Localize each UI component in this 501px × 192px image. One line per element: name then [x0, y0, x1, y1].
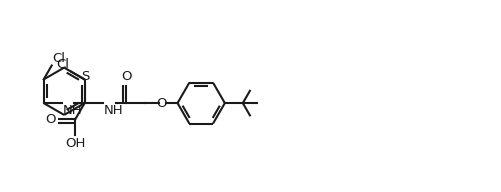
Text: NH: NH: [63, 104, 82, 117]
Text: O: O: [121, 70, 131, 83]
Text: NH: NH: [104, 104, 124, 117]
Text: O: O: [156, 97, 167, 110]
Text: S: S: [81, 70, 89, 83]
Text: O: O: [46, 113, 56, 126]
Text: Cl: Cl: [56, 58, 69, 71]
Text: OH: OH: [65, 137, 85, 150]
Text: Cl: Cl: [52, 52, 65, 65]
